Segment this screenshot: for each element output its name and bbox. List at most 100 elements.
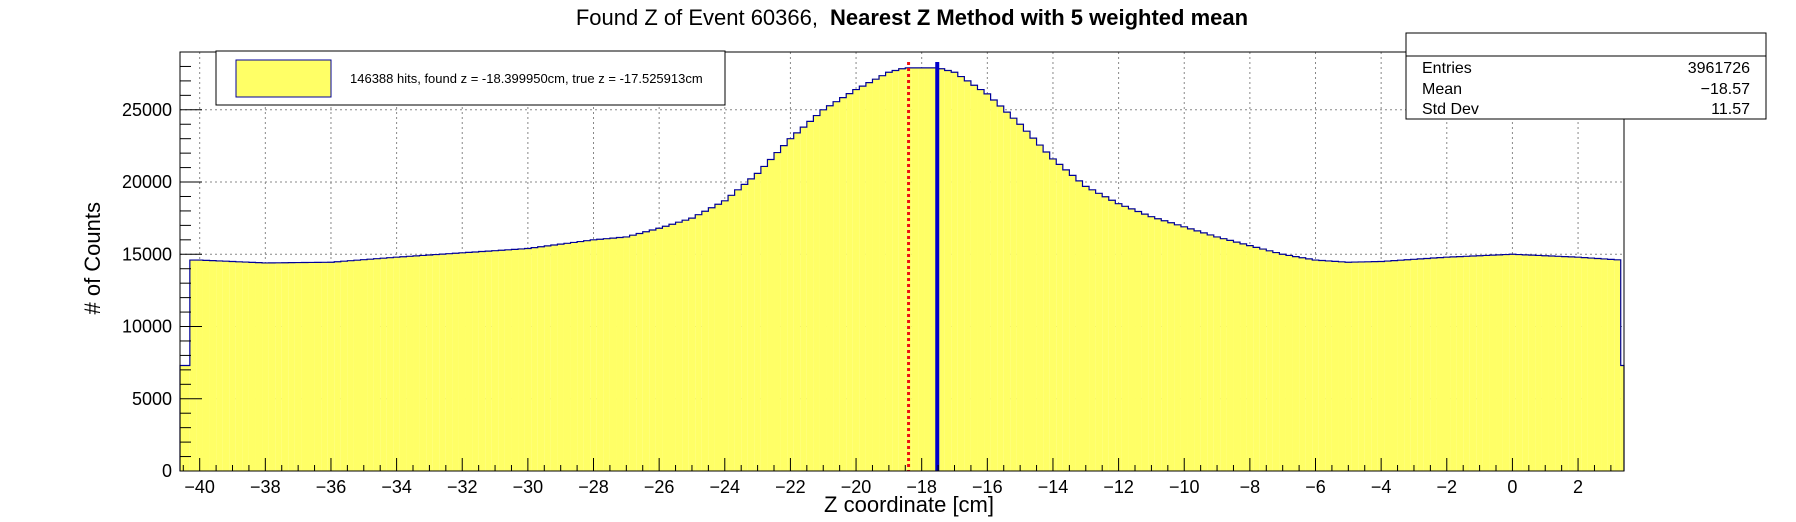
histogram-bin: [1377, 261, 1385, 471]
histogram-bin: [1535, 255, 1542, 471]
histogram-bin: [1128, 208, 1136, 472]
histogram-bin: [1620, 365, 1624, 471]
histogram-bin: [590, 239, 597, 471]
histogram-bin: [800, 127, 807, 471]
legend: 146388 hits, found z = -18.399950cm, tru…: [215, 50, 726, 106]
histogram-bin: [1502, 254, 1510, 471]
histogram-bin: [1594, 258, 1602, 471]
histogram-bin: [1233, 242, 1241, 471]
histogram-bin: [997, 106, 1004, 471]
stats-stddev-value: 11.57: [1711, 101, 1750, 118]
histogram-bin: [1476, 255, 1483, 471]
histogram-bin: [1003, 112, 1011, 471]
histogram-bin: [557, 244, 564, 471]
histogram-bin: [662, 226, 669, 471]
histogram-bin: [872, 79, 880, 472]
x-tick-label: −38: [250, 477, 281, 497]
histogram-bin: [235, 261, 243, 471]
histogram-bin: [839, 97, 847, 471]
histogram-bin: [222, 261, 230, 471]
histogram-bin: [229, 261, 236, 471]
histogram-bin: [180, 365, 190, 471]
histogram-bin: [353, 260, 361, 471]
histogram-bin: [544, 245, 551, 471]
histogram-bin: [1016, 124, 1024, 471]
histogram-bin: [1614, 259, 1621, 471]
stats-mean-value: −18.57: [1701, 81, 1750, 98]
x-axis-title: Z coordinate [cm]: [824, 492, 994, 517]
histogram-bin: [1548, 256, 1556, 471]
chart-subtitle: Nearest Z Method with 5 weighted mean: [830, 5, 1248, 30]
histogram-bin: [577, 241, 584, 471]
histogram-bin: [1364, 261, 1372, 471]
histogram-bin: [623, 236, 630, 471]
histogram-bin: [1154, 218, 1162, 471]
x-tick-label: −22: [775, 477, 806, 497]
histogram-bin: [1568, 256, 1575, 471]
histogram-bin: [524, 248, 532, 471]
histogram: [179, 67, 1625, 472]
histogram-bin: [419, 255, 427, 471]
histogram-bin: [1069, 175, 1076, 471]
histogram-bin: [833, 101, 840, 471]
y-tick-label: 0: [162, 461, 172, 481]
histogram-bin: [609, 238, 617, 471]
histogram-bin: [1174, 224, 1181, 471]
histogram-bin: [865, 82, 873, 472]
histogram-bin: [1299, 257, 1306, 471]
histogram-bin: [327, 262, 335, 471]
histogram-bin: [741, 184, 748, 472]
histogram-bin: [202, 260, 210, 471]
histogram-bin: [216, 260, 223, 471]
histogram-bin: [570, 242, 578, 471]
histogram-bin: [931, 67, 939, 472]
histogram-bin: [511, 249, 519, 471]
histogram-bin: [478, 251, 486, 471]
histogram-bin: [846, 93, 853, 472]
histogram-bin: [1410, 259, 1418, 471]
histogram-bin: [911, 67, 919, 472]
histogram-bin: [1423, 258, 1431, 471]
histogram-bin: [793, 132, 801, 471]
histogram-bin: [1371, 261, 1378, 471]
histogram-bin: [255, 262, 263, 471]
histogram-bin: [294, 262, 302, 471]
histogram-bin: [1266, 250, 1273, 471]
histogram-bin: [813, 115, 820, 471]
histogram-bin: [1515, 254, 1523, 471]
histogram-bin: [1325, 260, 1332, 471]
histogram-bin: [1587, 258, 1595, 471]
x-tick-label: 0: [1507, 477, 1517, 497]
histogram-bin: [728, 195, 735, 471]
histogram-bin: [859, 86, 866, 471]
histogram-bin: [1121, 206, 1129, 471]
histogram-bin: [307, 262, 315, 471]
histogram-bin: [774, 152, 781, 471]
histogram-bin: [668, 224, 676, 471]
histogram-bin: [905, 67, 912, 472]
histogram-bin: [734, 189, 742, 471]
histogram-bin: [1161, 220, 1168, 471]
histogram-bin: [518, 248, 525, 471]
y-tick-label: 10000: [122, 317, 172, 337]
histogram-bin: [1331, 261, 1339, 471]
histogram-bin: [714, 204, 722, 471]
histogram-bin: [636, 233, 643, 471]
histogram-bin: [1482, 255, 1490, 471]
histogram-bin: [1246, 245, 1254, 471]
histogram-bin: [262, 262, 269, 471]
histogram-bin: [1384, 261, 1391, 471]
histogram-bin: [1489, 255, 1497, 471]
histogram-bin: [445, 253, 453, 471]
y-tick-label: 25000: [122, 100, 172, 120]
histogram-bin: [452, 253, 459, 471]
histogram-bin: [629, 235, 637, 471]
histogram-bin: [491, 250, 499, 471]
histogram-bin: [1220, 238, 1227, 471]
x-tick-label: −18: [906, 477, 937, 497]
histogram-bin: [386, 257, 394, 471]
histogram-bin: [399, 256, 407, 471]
histogram-bin: [1102, 196, 1109, 471]
histogram-bin: [1450, 256, 1457, 471]
histogram-bin: [1056, 164, 1063, 471]
